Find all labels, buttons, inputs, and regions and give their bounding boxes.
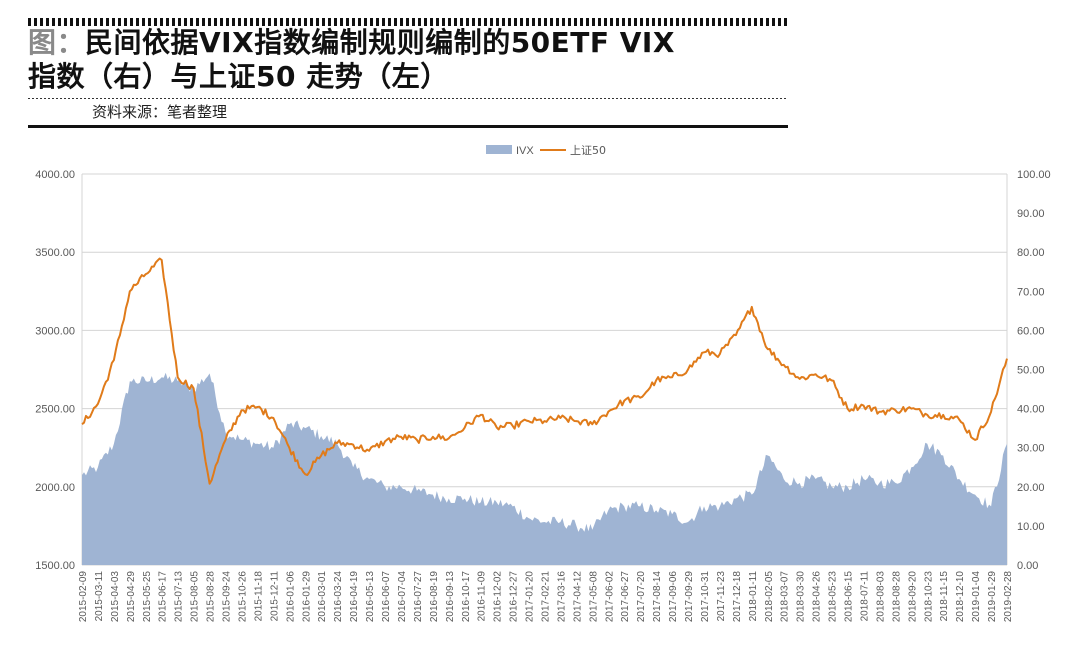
x-tick-label: 2016-05-13 <box>365 571 376 623</box>
x-tick-label: 2018-07-11 <box>859 571 870 622</box>
x-tick-label: 2019-01-04 <box>971 571 982 623</box>
x-tick-label: 2017-01-20 <box>525 571 536 623</box>
x-axis: 2015-02-09 2015-03-11 2015-04-03 2015-04-29… <box>78 571 1014 623</box>
left-tick-label: 2500.00 <box>35 404 75 416</box>
x-tick-label: 2015-02-09 <box>78 571 89 623</box>
legend: IVX 上证50 <box>486 144 606 157</box>
x-tick-label: 2018-10-23 <box>923 571 934 623</box>
x-tick-label: 2016-03-24 <box>333 571 344 623</box>
x-tick-label: 2015-04-03 <box>110 571 121 623</box>
x-tick-label: 2018-08-03 <box>875 571 886 623</box>
right-tick-label: 10.00 <box>1017 521 1045 533</box>
x-tick-label: 2018-09-20 <box>907 571 918 623</box>
x-tick-label: 2015-03-11 <box>94 571 105 622</box>
x-tick-label: 2017-08-14 <box>652 571 663 623</box>
right-tick-label: 30.00 <box>1017 443 1045 455</box>
x-tick-label: 2015-07-13 <box>174 571 185 623</box>
right-tick-label: 60.00 <box>1017 325 1045 337</box>
solid-divider <box>28 125 788 128</box>
dotted-divider <box>28 98 788 99</box>
x-tick-label: 2018-06-15 <box>844 571 855 623</box>
x-tick-label: 2016-08-19 <box>429 571 440 623</box>
x-tick-label: 2016-07-27 <box>413 571 424 623</box>
ivx-area <box>82 372 1007 565</box>
right-axis: 0.00 10.00 20.00 30.00 40.00 50.00 60.00 70.00 8… <box>1017 169 1051 572</box>
x-tick-label: 2016-04-19 <box>349 571 360 623</box>
right-tick-label: 90.00 <box>1017 208 1045 220</box>
sz50-line-layer <box>81 257 1008 485</box>
x-tick-label: 2018-01-11 <box>748 571 759 622</box>
x-tick-label: 2016-12-27 <box>509 571 520 623</box>
x-tick-label: 2017-04-12 <box>572 571 583 623</box>
x-tick-label: 2015-04-29 <box>126 571 137 623</box>
right-tick-label: 50.00 <box>1017 365 1045 377</box>
x-tick-label: 2015-11-18 <box>253 571 264 622</box>
chart: IVX 上证50 1500.00 2000.00 2500.00 3000.00 3500… <box>35 144 1051 623</box>
chart-header: 图：民间依据VIX指数编制规则编制的50ETF VIX 指数（右）与上证50 走… <box>28 18 788 128</box>
x-tick-label: 2017-12-18 <box>732 571 743 623</box>
legend-swatch-ivx <box>486 145 512 154</box>
legend-label-sz50: 上证50 <box>570 144 606 157</box>
x-tick-label: 2018-05-23 <box>828 571 839 623</box>
right-tick-label: 100.00 <box>1017 169 1051 181</box>
x-tick-label: 2017-02-21 <box>541 571 552 623</box>
x-tick-label: 2015-08-28 <box>206 571 217 623</box>
x-tick-label: 2016-03-01 <box>317 571 328 623</box>
x-tick-label: 2019-01-29 <box>987 571 998 623</box>
x-tick-label: 2017-06-02 <box>604 571 615 623</box>
right-tick-label: 80.00 <box>1017 247 1045 259</box>
right-tick-label: 20.00 <box>1017 482 1045 494</box>
x-tick-label: 2018-03-07 <box>780 571 791 623</box>
x-tick-label: 2015-05-25 <box>142 571 153 623</box>
left-tick-label: 2000.00 <box>35 482 75 494</box>
x-tick-label: 2018-03-30 <box>796 571 807 623</box>
x-tick-label: 2015-10-26 <box>237 571 248 623</box>
x-tick-label: 2018-04-26 <box>812 571 823 623</box>
x-tick-label: 2018-11-15 <box>939 571 950 622</box>
x-tick-label: 2016-11-09 <box>477 571 488 622</box>
x-tick-label: 2016-12-02 <box>493 571 504 623</box>
left-tick-label: 3500.00 <box>35 247 75 259</box>
x-tick-label: 2016-01-29 <box>301 571 312 623</box>
x-tick-label: 2018-08-28 <box>891 571 902 623</box>
x-tick-label: 2016-07-04 <box>397 571 408 623</box>
right-tick-label: 0.00 <box>1017 560 1038 572</box>
x-tick-label: 2016-10-17 <box>461 571 472 623</box>
x-tick-label: 2017-03-16 <box>556 571 567 623</box>
x-tick-label: 2016-09-13 <box>445 571 456 623</box>
right-tick-label: 70.00 <box>1017 286 1045 298</box>
x-tick-label: 2017-07-20 <box>636 571 647 623</box>
source-note: 资料来源：笔者整理 <box>92 103 228 121</box>
title-prefix: 图： <box>28 26 86 59</box>
left-tick-label: 3000.00 <box>35 325 75 337</box>
x-tick-label: 2017-09-29 <box>684 571 695 623</box>
dotted-top-border <box>28 18 788 26</box>
x-tick-label: 2017-10-31 <box>700 571 711 623</box>
x-tick-label: 2015-08-05 <box>190 571 201 623</box>
left-tick-label: 4000.00 <box>35 169 75 181</box>
sz50-line <box>81 257 1008 485</box>
right-tick-label: 40.00 <box>1017 404 1045 416</box>
x-tick-label: 2016-06-07 <box>381 571 392 623</box>
x-tick-label: 2015-06-17 <box>158 571 169 623</box>
x-tick-label: 2017-11-23 <box>716 571 727 622</box>
x-tick-label: 2015-09-24 <box>222 571 233 623</box>
x-tick-label: 2017-05-08 <box>588 571 599 623</box>
x-tick-label: 2017-09-06 <box>668 571 679 623</box>
x-tick-label: 2018-02-05 <box>764 571 775 623</box>
x-tick-label: 2016-01-06 <box>285 571 296 623</box>
x-tick-label: 2015-12-11 <box>269 571 280 622</box>
chart-title: 图：民间依据VIX指数编制规则编制的50ETF VIX <box>28 26 788 60</box>
x-tick-label: 2018-12-10 <box>955 571 966 623</box>
left-tick-label: 1500.00 <box>35 560 75 572</box>
x-tick-label: 2017-06-27 <box>620 571 631 623</box>
left-axis: 1500.00 2000.00 2500.00 3000.00 3500.00 4000.… <box>35 169 75 572</box>
legend-label-ivx: IVX <box>516 145 534 157</box>
x-tick-label: 2019-02-28 <box>1003 571 1014 623</box>
title-line-2: 指数（右）与上证50 走势（左） <box>28 60 449 93</box>
ivx-area-layer <box>82 372 1007 565</box>
title-line-1: 民间依据VIX指数编制规则编制的50ETF VIX <box>85 26 675 59</box>
